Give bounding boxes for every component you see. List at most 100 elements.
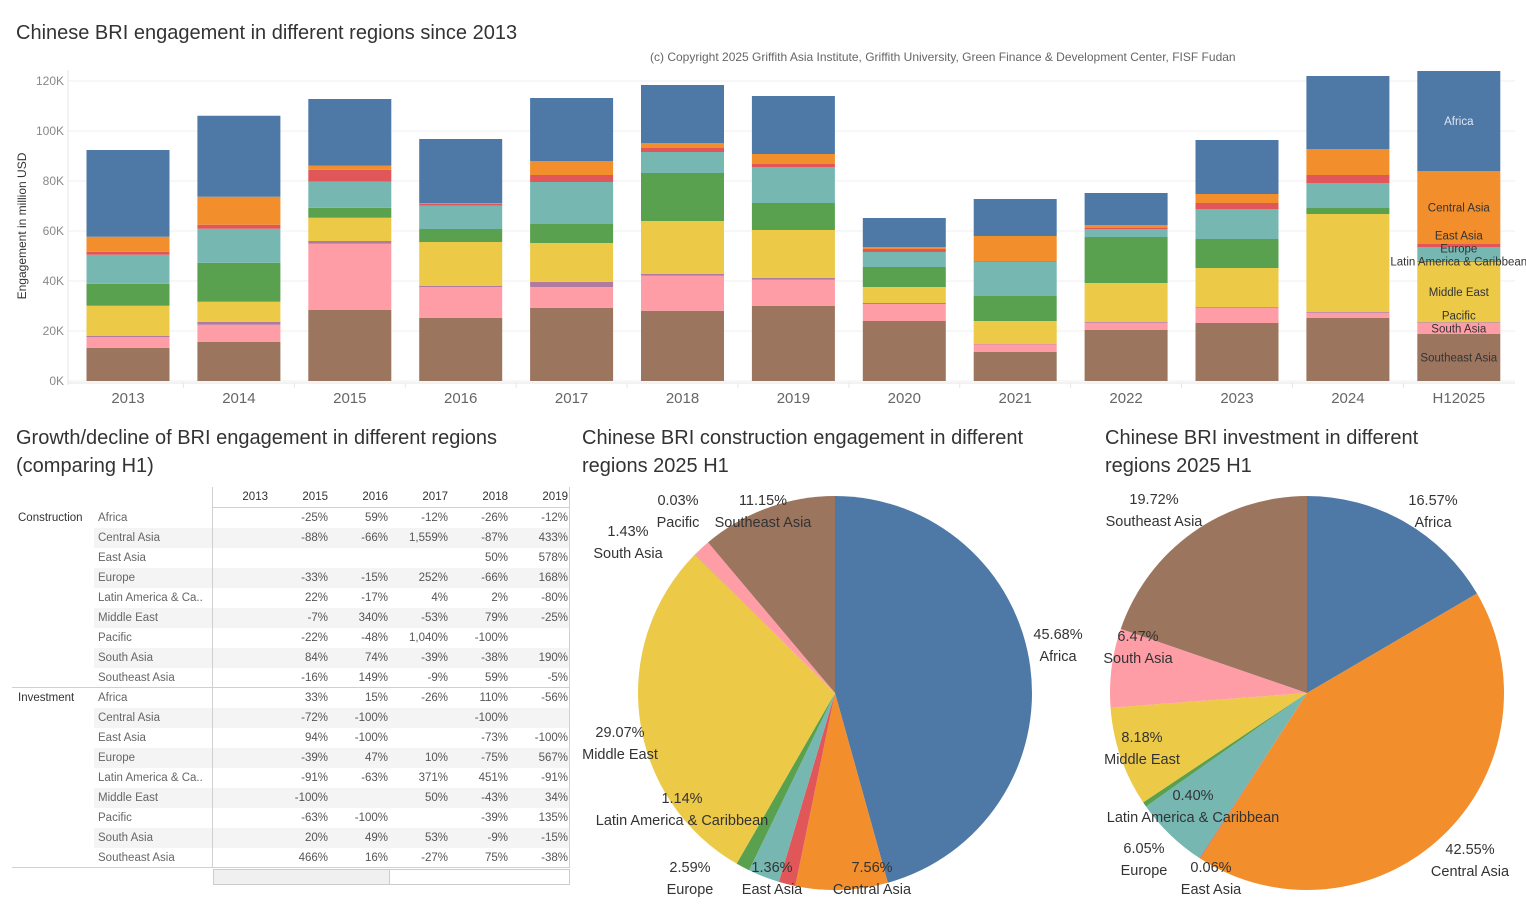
bar-segment-label: Europe: [1440, 243, 1477, 255]
bar-segment-southeast-asia: [86, 347, 170, 381]
bar-segment-pacific: [1084, 322, 1168, 323]
row-label: South Asia: [98, 832, 153, 844]
bar-segment-africa: [862, 218, 946, 247]
bar-segment-middle-east: [862, 287, 946, 303]
x-tick-label: 2013: [111, 390, 144, 407]
pie-label-region: South Asia: [1103, 651, 1173, 667]
table-cell: -15%: [541, 832, 568, 844]
bar-segment-southeast-asia: [308, 309, 392, 381]
table-cell: [208, 648, 268, 668]
row-label: Europe: [98, 572, 136, 584]
table-cell: -66%: [361, 532, 388, 544]
pie-label: 6.05% Europe: [1121, 838, 1168, 882]
table-cell: [208, 768, 268, 788]
table-cell: -15%: [361, 572, 388, 584]
bar-segment-label: Southeast Asia: [1420, 353, 1497, 365]
bar-segment-east-asia: [1306, 175, 1390, 183]
table-cell: 451%: [478, 772, 508, 784]
column-header: 2016: [362, 491, 388, 503]
bar-segment-pacific: [1306, 312, 1390, 313]
table-cell: -38%: [481, 652, 508, 664]
pie-label: 1.36% East Asia: [742, 857, 802, 901]
pie-label-region: Southeast Asia: [714, 515, 812, 531]
row-label: Central Asia: [98, 532, 161, 544]
bar-segment-europe: [1084, 229, 1168, 237]
bar-segment-label: Pacific: [1442, 311, 1476, 323]
bar-segment-africa: [641, 85, 724, 143]
table-cell: 340%: [358, 612, 388, 624]
row-label: East Asia: [98, 732, 146, 744]
table-cell: -72%: [301, 712, 328, 724]
table-cell: -26%: [421, 692, 448, 704]
bar-segment-europe: [86, 254, 170, 284]
x-tick-label: 2019: [777, 390, 810, 407]
row-label: Africa: [98, 512, 128, 524]
bar-segment-europe: [862, 252, 946, 267]
table-cell: -12%: [421, 512, 448, 524]
table-cell: [208, 508, 268, 528]
bar-segment-east-asia: [973, 261, 1057, 262]
row-label: South Asia: [98, 652, 153, 664]
row-label: Europe: [98, 752, 136, 764]
scrollbar-thumb[interactable]: [213, 869, 390, 885]
table-cell: [208, 568, 268, 588]
bar-segment-south-asia: [1084, 322, 1168, 330]
pie-label-percent: 29.07%: [595, 725, 645, 741]
table-cell: -100%: [354, 712, 388, 724]
bar-segment-central-asia: [862, 247, 946, 249]
bar-segment-europe: [641, 152, 724, 173]
table-cell: [388, 728, 448, 748]
table-cell: 567%: [538, 752, 568, 764]
table-cell: [208, 668, 268, 688]
bar-segment-africa: [419, 139, 503, 203]
bar-segment-east-asia: [1084, 228, 1168, 229]
pie-label: 11.15% Southeast Asia: [715, 490, 812, 534]
bar-segment-south-asia: [308, 243, 392, 310]
pie-label-region: Southeast Asia: [1105, 514, 1203, 530]
bar-segment-south-asia: [530, 287, 614, 308]
bar-segment-central-asia: [1306, 149, 1390, 175]
bar-segment-central-asia: [1084, 225, 1168, 228]
bar-segment-southeast-asia: [197, 341, 281, 381]
table-cell: 53%: [424, 832, 448, 844]
y-tick-label: 0K: [49, 374, 64, 388]
bar-segment-southeast-asia: [1084, 330, 1168, 381]
bar-segment-africa: [1084, 193, 1168, 225]
bar-segment-middle-east: [973, 321, 1057, 344]
pie-label-region: Africa: [1039, 649, 1077, 665]
pie-slice-south-asia: [695, 542, 835, 693]
pie-slice-africa: [835, 496, 1032, 883]
table-cell: [328, 788, 388, 808]
table-cell: 149%: [358, 672, 388, 684]
pie-label-percent: 0.03%: [657, 493, 699, 509]
table-cell: -38%: [541, 852, 568, 864]
bar-segment-middle-east: [86, 305, 170, 336]
table-cell: -9%: [427, 672, 448, 684]
column-header: 2013: [242, 491, 268, 503]
pie-label-region: Europe: [666, 882, 714, 898]
bar-segment-southeast-asia: [419, 317, 503, 381]
row-label: Latin America & Ca..: [98, 772, 203, 784]
pie-label-region: Africa: [1414, 515, 1452, 531]
pie-label-percent: 0.06%: [1190, 860, 1232, 876]
pie-slice-southeast-asia: [708, 496, 835, 693]
x-tick-label: 2022: [1109, 390, 1142, 407]
table-cell: 2%: [491, 592, 508, 604]
bar-segment-southeast-asia: [1417, 334, 1501, 381]
pie-label: 19.72% Southeast Asia: [1106, 489, 1203, 533]
table-cell: -91%: [301, 772, 328, 784]
table-cell: -39%: [301, 752, 328, 764]
bar-segment-middle-east: [751, 230, 835, 278]
bar-segment-east-asia: [1417, 244, 1501, 247]
x-tick-label: 2023: [1220, 390, 1253, 407]
table-cell: 34%: [544, 792, 568, 804]
bar-segment-pacific: [530, 281, 614, 287]
bar-segment-middle-east: [1084, 283, 1168, 322]
bar-segment-africa: [973, 199, 1057, 236]
table-cell: [208, 788, 268, 808]
right-border: [569, 487, 570, 867]
row-label: Latin America & Ca..: [98, 592, 203, 604]
bar-segment-south-asia: [1195, 307, 1279, 323]
pie-label-percent: 0.40%: [1172, 788, 1214, 804]
pie-label: 1.43% South Asia: [593, 521, 662, 565]
